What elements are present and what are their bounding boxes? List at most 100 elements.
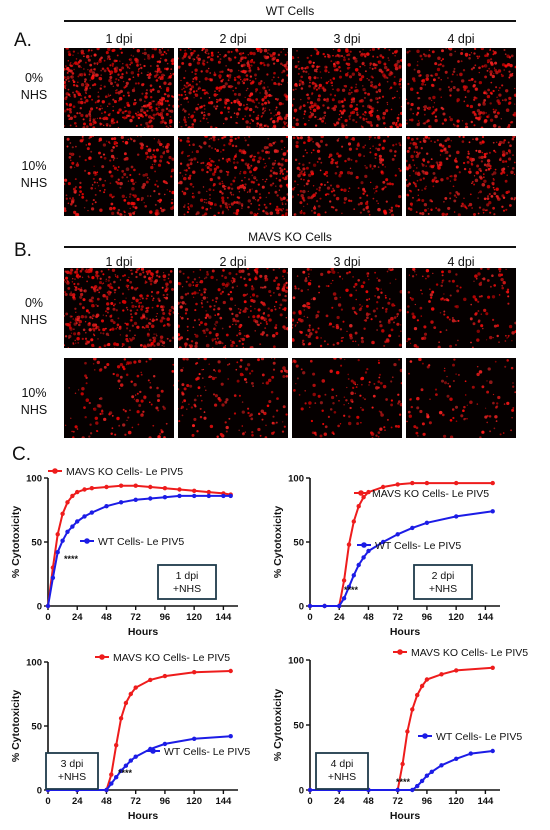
chart4-significance: **** [396,777,411,787]
chart3-x-tick-label-2: 48 [101,796,112,807]
chart1-x-tick-label-3: 72 [130,612,141,623]
chart4-legend-2-label: WT Cells- Le PIV5 [436,731,522,743]
chart1-series-1-point-6 [75,489,80,495]
chart2-series-1-point-4 [346,542,352,547]
panel-b-divider [64,246,516,248]
chart2-series-2-point-8 [366,548,371,554]
chart3-legend-1-marker [99,654,105,660]
chart2-series-2-point-11 [410,525,415,531]
chart4-series-2-point-10 [454,756,459,761]
chart2-y-axis-label: % Cytotoxicity [272,506,284,579]
panel-b-row-2-label: 10% NHS [20,386,48,417]
chart3-legend-1-label: MAVS KO Cells- Le PIV5 [113,652,230,664]
panel-b-col-1: 1 dpi [105,255,133,269]
chart1-series-1-point-12 [148,484,153,490]
panel-b-col-2: 2 dpi [219,255,247,269]
chart3-x-axis-label: Hours [128,810,158,822]
chart2-x-tick-label-3: 72 [392,612,403,623]
chart1-series-1-point-8 [89,486,95,491]
chart2-series-2-point-1 [322,603,327,609]
panel-a-title: WT Cells [265,4,315,18]
chart1-series-1-point-2 [55,532,60,537]
chart2-series-2-point-12 [424,520,430,525]
chart2-series-1-point-5 [351,519,356,524]
chart3-series-2-point-8 [133,754,138,759]
chart3-series-1-point-5 [118,716,124,721]
chart1-series-1-point-10 [118,483,124,488]
chart4-condition-line-1: 4 dpi [331,758,354,770]
chart3-legend-2-label: WT Cells- Le PIV5 [164,746,250,758]
chart2-series-1-point-7 [361,495,366,500]
chart4-series-2-point-4 [410,787,415,793]
chart2-legend-1-label: MAVS KO Cells- Le PIV5 [372,488,489,500]
mavs-image-r2-c3 [292,358,402,438]
chart1-x-tick-label-4: 96 [160,612,171,623]
panel-a-col-3: 3 dpi [333,32,361,46]
chart1-series-2-point-9 [104,504,109,509]
chart2-significance: **** [344,585,359,595]
chart1-x-tick-label-2: 48 [101,612,112,623]
chart1-legend-1-marker [52,468,58,474]
chart3-x-tick-label-4: 96 [160,796,171,807]
chart1-series-2-point-8 [89,510,95,515]
mavs-image-r2-c4 [406,358,516,438]
chart1-condition-line-1: 1 dpi [176,570,199,582]
chart3-x-tick-label-3: 72 [130,796,141,807]
chart2-condition-line-1: 2 dpi [432,570,455,582]
chart3-condition-line-2: +NHS [58,771,86,783]
chart2-series-2-point-4 [346,584,352,589]
chart3-series-1-point-6 [123,700,129,706]
chart3-series-1-point-3 [109,772,114,777]
chart2-series-2-point-7 [361,555,366,560]
chart4-series-2-point-12 [490,748,495,754]
chart4-series-1-point-11 [454,668,459,673]
chart3-series-2-point-12 [228,734,233,739]
wt-image-r2-c2 [178,136,288,216]
chart4-series-1-point-9 [424,677,430,682]
chart1-series-1-point-15 [192,488,197,493]
chart4-series-2-point-8 [429,769,434,774]
chart1-series-2-point-13 [162,495,168,500]
chart1-series-2-point-16 [206,493,211,499]
chart3-series-1-point-4 [114,743,119,748]
chart1-series-2-point-15 [192,493,197,499]
chart1-series-1-point-4 [65,500,70,505]
chart4-series-2-point-0 [307,787,313,793]
chart4-series-1-point-5 [405,729,410,734]
chart3-condition-line-1: 3 dpi [61,758,84,770]
chart1-series-2-point-10 [118,500,124,505]
chart4-x-tick-label-6: 144 [477,796,494,807]
chart1-series-2-point-11 [133,497,138,502]
chart1-series-1-point-11 [133,483,138,488]
chart4-series-1-point-10 [439,672,444,677]
wt-image-r2-c3 [292,136,402,216]
chart4-legend-2-marker [422,733,428,739]
chart4-condition-box [315,752,369,790]
chart2-series-1-point-14 [490,480,495,486]
chart2-condition-line-2: +NHS [429,583,457,595]
chart1-series-2-point-17 [221,493,226,499]
chart3-series-2-point-11 [192,736,197,741]
chart2-series-1-point-6 [356,504,361,509]
chart1-series-2-point-3 [60,538,65,543]
chart3-series-2-point-10 [162,741,168,747]
panel-a-col-4: 4 dpi [447,32,475,46]
chart1-y-tick-label-1: 50 [31,538,42,549]
chart1-x-tick-label-1: 24 [72,612,83,623]
chart3-y-tick-label-2: 100 [26,658,42,669]
chart4-x-tick-label-3: 72 [392,796,403,807]
wt-image-r2-c4 [406,136,516,216]
chart4-x-tick-label-1: 24 [334,796,345,807]
chart2-series-1-point-9 [380,484,386,490]
chart1-series-2-point-4 [65,529,70,534]
chart2-x-tick-label-0: 0 [307,612,312,623]
chart3-legend-2-marker [150,748,156,754]
chart2-series-2-point-10 [395,532,400,537]
chart4-series-2-point-5 [415,783,420,789]
chart2-y-tick-label-0: 0 [299,602,304,613]
mavs-image-r1-c3 [292,268,402,348]
chart1-series-2-point-5 [70,524,75,529]
chart4-series-2-point-9 [439,763,444,768]
chart1-series-2-point-18 [228,493,233,499]
